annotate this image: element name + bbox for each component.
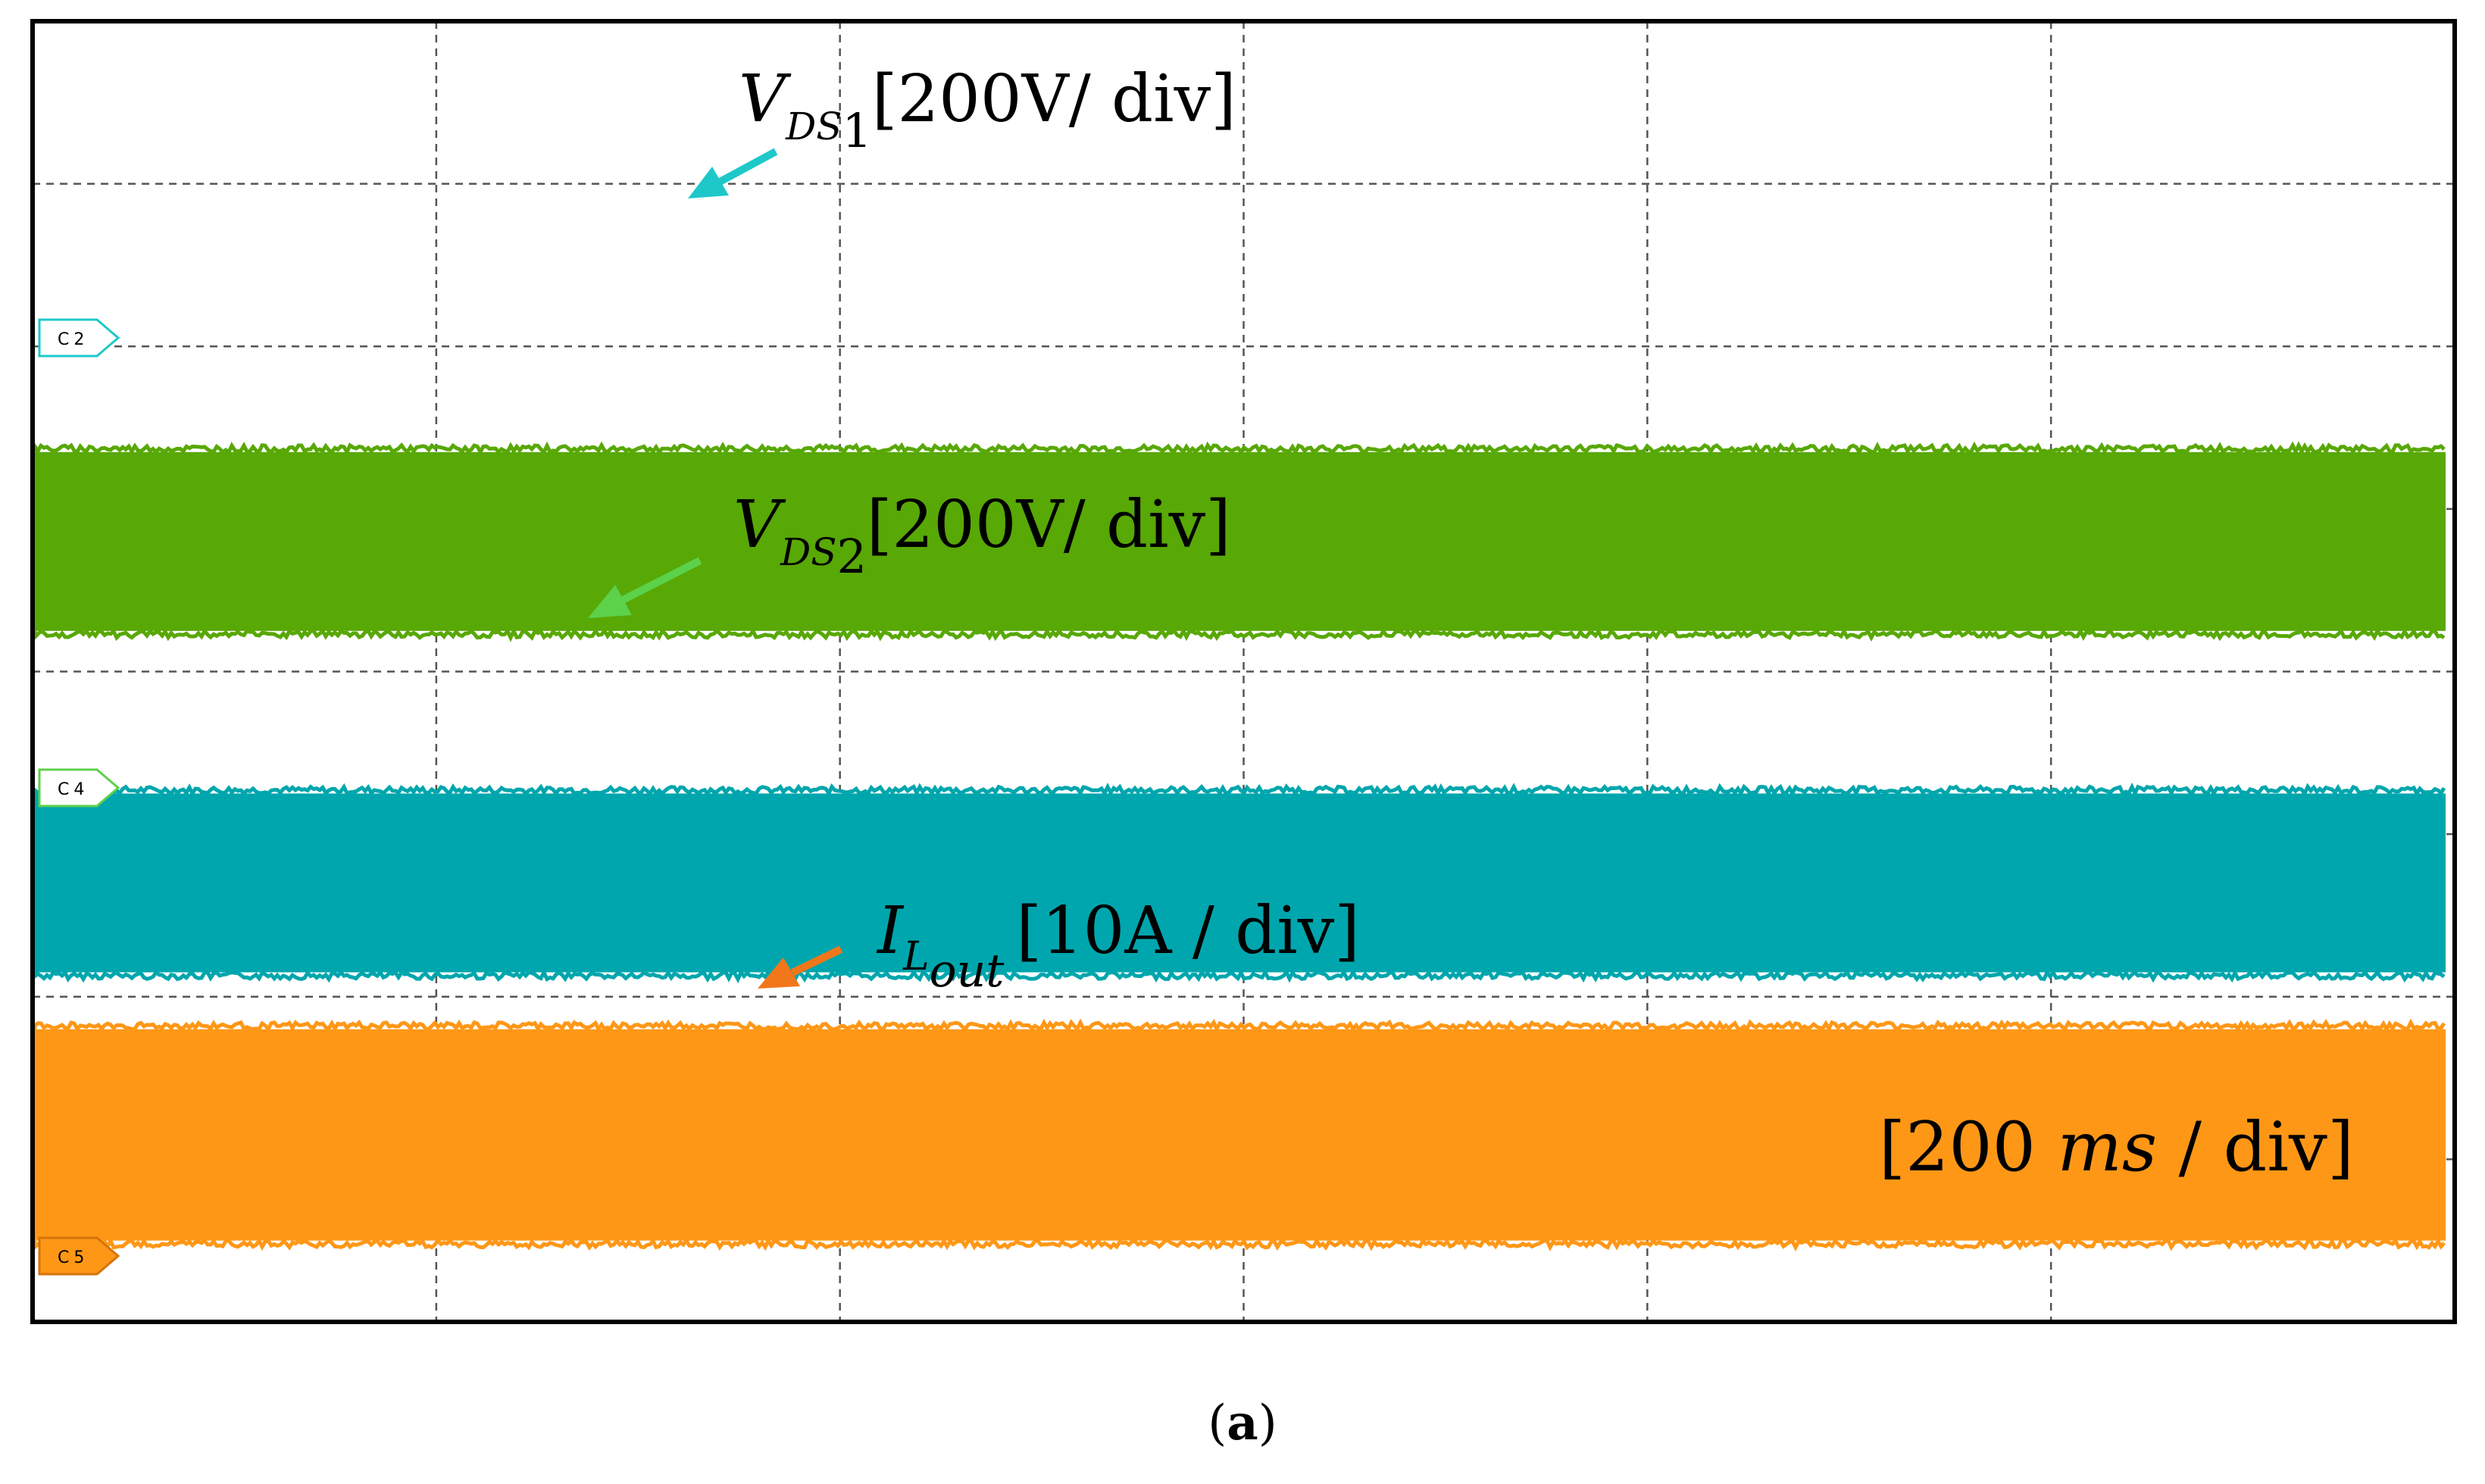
- vds1-arrow-shaft: [717, 148, 778, 186]
- trace-vds2: [33, 440, 2446, 642]
- trace-edge-ilout-top: [33, 1018, 2446, 1033]
- trace-edge-vds1-bottom: [33, 967, 2446, 984]
- trace-band-vds1: [35, 793, 2446, 973]
- time-scale-open: [200: [1879, 1108, 2058, 1187]
- channel-marker-c5-shape: [38, 1236, 120, 1276]
- time-scale-label: [200 ms / div]: [1879, 1108, 2354, 1187]
- time-scale-unit: ms: [2058, 1108, 2158, 1187]
- channel-marker-c2: C2: [38, 318, 120, 358]
- vds2-label: VDS2[200V/ div]: [733, 487, 1231, 584]
- caption-open: (: [1208, 1395, 1227, 1451]
- time-scale-close: / div]: [2157, 1108, 2354, 1187]
- channel-marker-c4: C4: [38, 768, 120, 808]
- vds1-arrow: [688, 148, 778, 198]
- vds2-label-subsub: 2: [836, 529, 866, 584]
- vds1-label-subsub: 1: [842, 103, 871, 158]
- trace-edge-ilout-bottom: [33, 1236, 2446, 1252]
- vds2-arrow-shaft: [620, 557, 702, 604]
- trace-edge-vds2-bottom: [33, 626, 2446, 642]
- caption-close: ): [1258, 1395, 1277, 1451]
- vds2-label-base: V: [733, 487, 786, 563]
- trace-band-ilout: [35, 1029, 2446, 1241]
- ilout-label-subsub: out: [930, 945, 1005, 998]
- plot-frame: [30, 19, 2457, 1324]
- figure-caption: (a): [1208, 1395, 1277, 1451]
- ilout-arrow-head: [758, 958, 800, 989]
- ilout-arrow-shaft: [790, 945, 843, 976]
- vds1-label-base: V: [739, 61, 792, 137]
- vds1-label: VDS1[200V/ div]: [739, 61, 1236, 158]
- vds2-arrow: [588, 557, 702, 618]
- ilout-label-sub: L: [902, 934, 930, 979]
- caption-letter: a: [1227, 1395, 1258, 1451]
- ilout-arrow: [758, 945, 843, 989]
- annotation-arrows: [588, 148, 843, 989]
- channel-marker-c5-label: C5: [58, 1248, 89, 1267]
- channel-marker-c4-shape: [38, 768, 120, 808]
- channel-marker-c2-shape: [38, 318, 120, 358]
- trace-edge-vds2-top: [33, 440, 2446, 457]
- trace-edge-vds1-top: [33, 782, 2446, 798]
- vds1-label-scale: [200V/ div]: [872, 61, 1236, 137]
- channel-marker-c2-label: C2: [58, 330, 89, 349]
- ilout-label-scale: [10A / div]: [1016, 893, 1359, 969]
- trace-ilout: [33, 1018, 2446, 1252]
- trace-band-vds2: [35, 451, 2446, 631]
- channel-markers: C2 C4 C5: [38, 318, 120, 1276]
- vds2-label-scale: [200V/ div]: [867, 487, 1231, 563]
- trace-vds1: [33, 782, 2446, 984]
- channel-marker-c5: C5: [38, 1236, 120, 1276]
- vds2-arrow-head: [588, 585, 632, 618]
- ilout-label-base: I: [876, 893, 905, 969]
- ilout-label: ILout[10A / div]: [876, 893, 1360, 998]
- vds1-arrow-head: [688, 167, 729, 198]
- signal-traces: [33, 440, 2446, 1252]
- channel-marker-c4-label: C4: [58, 780, 89, 799]
- vds1-label-sub: DS: [785, 105, 842, 148]
- vds2-label-sub: DS: [780, 530, 836, 574]
